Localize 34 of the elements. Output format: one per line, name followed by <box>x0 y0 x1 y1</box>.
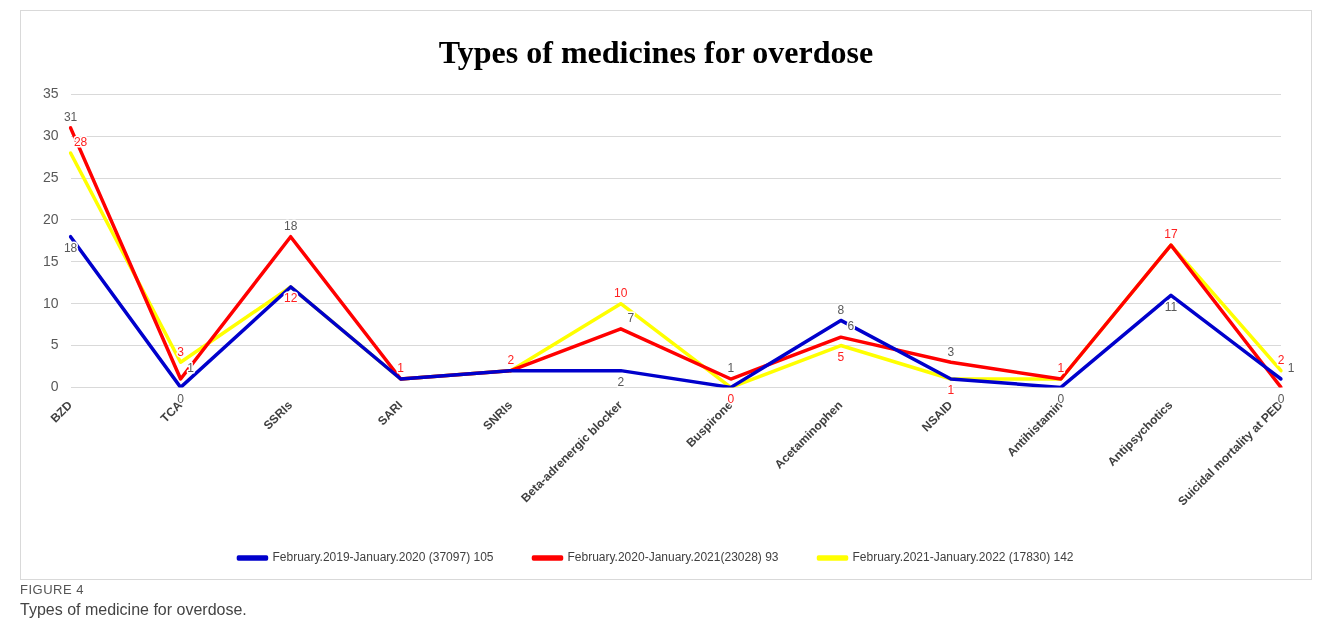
data-label: 3 <box>177 344 185 359</box>
y-tick-label: 20 <box>42 210 59 227</box>
data-label: 8 <box>837 302 845 317</box>
data-label: 2 <box>507 352 515 367</box>
y-tick-label: 25 <box>42 168 59 185</box>
y-tick-label: 30 <box>42 127 59 144</box>
data-label: 1 <box>727 361 735 376</box>
data-label: 7 <box>627 311 635 326</box>
y-tick-label: 35 <box>42 85 59 102</box>
data-label: 18 <box>63 241 78 256</box>
data-label: 2 <box>617 374 625 389</box>
data-label: 1 <box>397 361 405 376</box>
data-label: 1 <box>1287 361 1295 376</box>
caption: FIGURE 4 <box>20 582 85 597</box>
y-tick-label: 15 <box>42 252 59 269</box>
data-label: 12 <box>283 291 298 306</box>
data-label: 11 <box>1164 299 1178 314</box>
text: Types of medicine for overdose. <box>20 601 247 619</box>
legend-label: February.2020-January.2021(23028) 93 <box>567 550 779 565</box>
y-tick-label: 10 <box>42 294 59 311</box>
data-label: 3 <box>947 344 955 359</box>
legend-label: February.2019-January.2020 (37097) 105 <box>272 550 494 565</box>
chart-title: Types of medicines for overdose <box>438 34 874 71</box>
data-label: 5 <box>837 349 845 364</box>
y-tick-label: 5 <box>50 336 59 353</box>
data-label: 17 <box>1164 227 1178 242</box>
legend-label: February.2021-January.2022 (17830) 142 <box>852 550 1074 565</box>
y-tick-label: 0 <box>50 378 59 395</box>
data-label: 18 <box>283 219 298 234</box>
data-label: 10 <box>614 285 628 300</box>
data-label: 2 <box>1277 352 1285 367</box>
data-label: 1 <box>947 383 955 398</box>
data-label: 1 <box>1057 361 1065 376</box>
data-label: 31 <box>63 110 78 125</box>
